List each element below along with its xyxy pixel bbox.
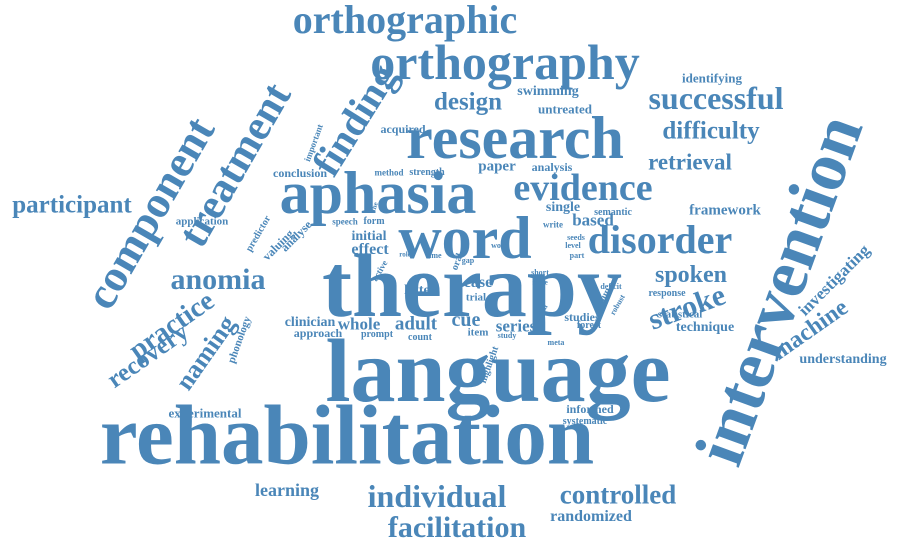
word-method: method bbox=[374, 167, 404, 178]
word-semantic: semantic bbox=[594, 207, 632, 218]
word-case: case bbox=[463, 274, 493, 291]
word-randomized: randomized bbox=[550, 508, 632, 525]
word-participant: participant bbox=[12, 191, 132, 219]
word-whole: whole bbox=[337, 314, 381, 334]
word-individual: individual bbox=[367, 478, 507, 514]
word-initial: initial bbox=[351, 229, 387, 244]
word-form: form bbox=[363, 216, 385, 227]
word-understanding: understanding bbox=[799, 352, 887, 367]
word-research: research bbox=[406, 105, 624, 171]
word-strength: strength bbox=[409, 167, 445, 178]
word-studies: studies bbox=[564, 310, 600, 324]
word-experimental: experimental bbox=[168, 405, 242, 421]
word-paper: paper bbox=[478, 158, 516, 175]
word-single: single bbox=[545, 200, 581, 215]
word-study: study bbox=[497, 331, 517, 340]
word-therapy: therapy bbox=[322, 237, 622, 336]
word-difficulty: difficulty bbox=[662, 117, 760, 145]
word-seeds: seeds bbox=[567, 233, 585, 242]
word-effect: effect bbox=[351, 241, 389, 258]
word-gap: gap bbox=[461, 256, 475, 265]
word-swimming: swimming bbox=[517, 84, 579, 99]
word-identifying: identifying bbox=[682, 70, 742, 86]
word-role: role bbox=[399, 250, 411, 259]
word-speech: speech bbox=[332, 216, 358, 227]
word-retrieval: retrieval bbox=[648, 149, 732, 175]
word-adult: adult bbox=[394, 313, 438, 335]
word-item: item bbox=[467, 326, 489, 339]
word-analysis: analysis bbox=[531, 160, 573, 174]
word-systematic: systematic bbox=[562, 416, 608, 427]
word-anomia: anomia bbox=[170, 263, 266, 296]
word-forest: forest bbox=[576, 320, 602, 331]
word-short: short bbox=[531, 268, 549, 277]
word-word: word bbox=[398, 205, 532, 271]
word-part: part bbox=[569, 251, 585, 260]
word-spoken: spoken bbox=[654, 262, 728, 288]
word-approach: approach bbox=[293, 326, 343, 340]
word-statistical: statistical bbox=[657, 308, 703, 321]
word-disorder: disorder bbox=[587, 217, 733, 262]
word-write: write bbox=[543, 219, 563, 230]
word-acquired: acquired bbox=[380, 122, 426, 136]
word-cue: cue bbox=[451, 309, 481, 331]
word-application: application bbox=[175, 215, 229, 228]
word-orthography: orthography bbox=[370, 34, 640, 90]
word-technique: technique bbox=[675, 320, 735, 335]
word-design: design bbox=[433, 88, 503, 116]
word-prompt: prompt bbox=[360, 329, 394, 340]
word-trial: trial bbox=[465, 291, 487, 304]
word-rehabilitation: rehabilitation bbox=[99, 388, 595, 483]
word-count: count bbox=[408, 332, 432, 343]
word-controlled: controlled bbox=[559, 479, 677, 510]
word-more: more bbox=[532, 278, 548, 287]
word-word: word bbox=[491, 241, 509, 250]
word-level: level bbox=[565, 241, 581, 250]
word-facilitation: facilitation bbox=[387, 511, 527, 544]
word-time: time bbox=[426, 251, 442, 260]
word-clinician: clinician bbox=[284, 315, 336, 330]
word-framework: framework bbox=[689, 202, 761, 219]
word-learning: learning bbox=[254, 480, 320, 500]
word-meta: meta bbox=[547, 338, 565, 347]
word-aphasia: aphasia bbox=[279, 160, 477, 226]
word-evidence: evidence bbox=[513, 167, 653, 209]
word-conclusion: conclusion bbox=[272, 166, 328, 180]
word-series: series bbox=[495, 316, 537, 336]
word-based: based bbox=[572, 210, 614, 230]
word-untreated: untreated bbox=[538, 101, 592, 117]
word-letter: letter bbox=[404, 283, 436, 298]
word-successful: successful bbox=[648, 80, 784, 116]
word-informed: informed bbox=[566, 402, 614, 416]
word-language: language bbox=[325, 322, 671, 421]
word-deficit: deficit bbox=[600, 282, 622, 291]
word-response: response bbox=[648, 288, 686, 299]
word-orthographic: orthographic bbox=[292, 0, 518, 42]
